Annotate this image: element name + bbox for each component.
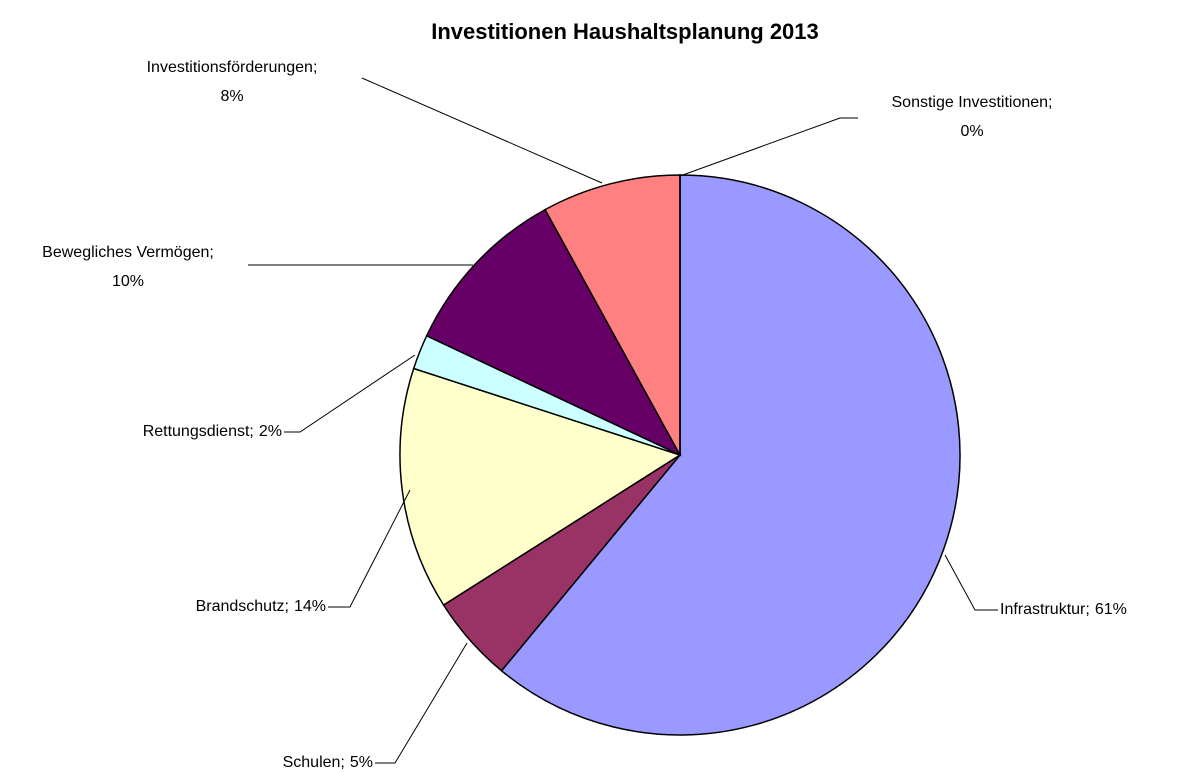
slice-label: Brandschutz; 14%: [196, 598, 326, 615]
slice-label-name: Infrastruktur;: [1000, 601, 1090, 618]
pie-slice: [500, 174, 961, 736]
slice-label: Infrastruktur; 61%: [1000, 601, 1127, 618]
slice-label: Schulen; 5%: [283, 754, 373, 771]
leader-line: [375, 642, 468, 764]
slice-label-name: Brandschutz;: [196, 598, 289, 615]
slice-label-name: Investitionsförderungen;: [147, 59, 318, 76]
slice-label-value: 2%: [259, 423, 282, 440]
leader-line: [328, 489, 411, 608]
slice-label-value: 61%: [1095, 601, 1127, 618]
slice-label: Sonstige Investitionen; 0%: [892, 94, 1053, 140]
slice-label: Investitionsförderungen; 8%: [147, 59, 318, 105]
slice-label-name: Rettungsdienst;: [143, 423, 254, 440]
slice-label-name: Schulen;: [283, 754, 345, 771]
slice-label-value: 8%: [220, 88, 243, 105]
slice-label: Rettungsdienst; 2%: [143, 423, 282, 440]
slice-label: Bewegliches Vermögen; 10%: [42, 244, 214, 290]
leader-line: [361, 77, 603, 184]
slice-label-value: 10%: [112, 273, 144, 290]
pie-slice: [425, 208, 682, 457]
slice-label-name: Bewegliches Vermögen;: [42, 244, 214, 261]
chart-title: Investitionen Haushaltsplanung 2013: [431, 19, 819, 44]
pie-slice: [544, 174, 681, 456]
leader-line: [944, 554, 998, 611]
leader-line: [679, 117, 858, 177]
leader-line: [284, 354, 416, 433]
slice-label-value: 0%: [960, 123, 983, 140]
slice-label-value: 14%: [294, 598, 326, 615]
slice-label-name: Sonstige Investitionen;: [892, 94, 1053, 111]
pie-slice: [399, 367, 682, 607]
slice-label-value: 5%: [350, 754, 373, 771]
